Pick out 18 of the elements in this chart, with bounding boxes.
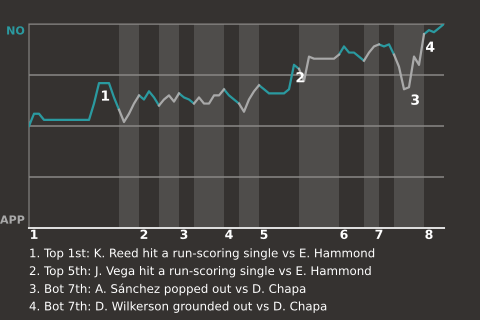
- x-tick-label: 7: [375, 230, 382, 239]
- text: 3. Bot 7th: A. Sánchez popped out vs D. Chapa: [30, 283, 306, 296]
- x-tick-label: 8: [425, 230, 433, 240]
- x-tick-label: 2: [140, 230, 148, 239]
- text: APP: [0, 216, 24, 224]
- text: NO: [7, 26, 24, 35]
- text: 2. Top 5th: J. Vega hit a run-scoring single vs E. Hammond: [30, 266, 371, 278]
- annotation: 3: [411, 94, 419, 105]
- annotation: 4: [426, 42, 434, 52]
- x-tick-label: 5: [260, 230, 268, 240]
- annotation: 2: [296, 72, 304, 82]
- x-tick-label: 1: [31, 230, 38, 239]
- text: 4. Bot 7th: D. Wilkerson grounded out vs D. Chapa: [30, 301, 326, 313]
- x-tick-label: 3: [180, 230, 188, 240]
- x-tick-label: 4: [225, 230, 233, 239]
- annotation: 1: [102, 90, 110, 101]
- text: 1. Top 1st: K. Reed hit a run-scoring single vs E. Hammond: [30, 248, 374, 260]
- x-tick-label: 6: [340, 230, 348, 240]
